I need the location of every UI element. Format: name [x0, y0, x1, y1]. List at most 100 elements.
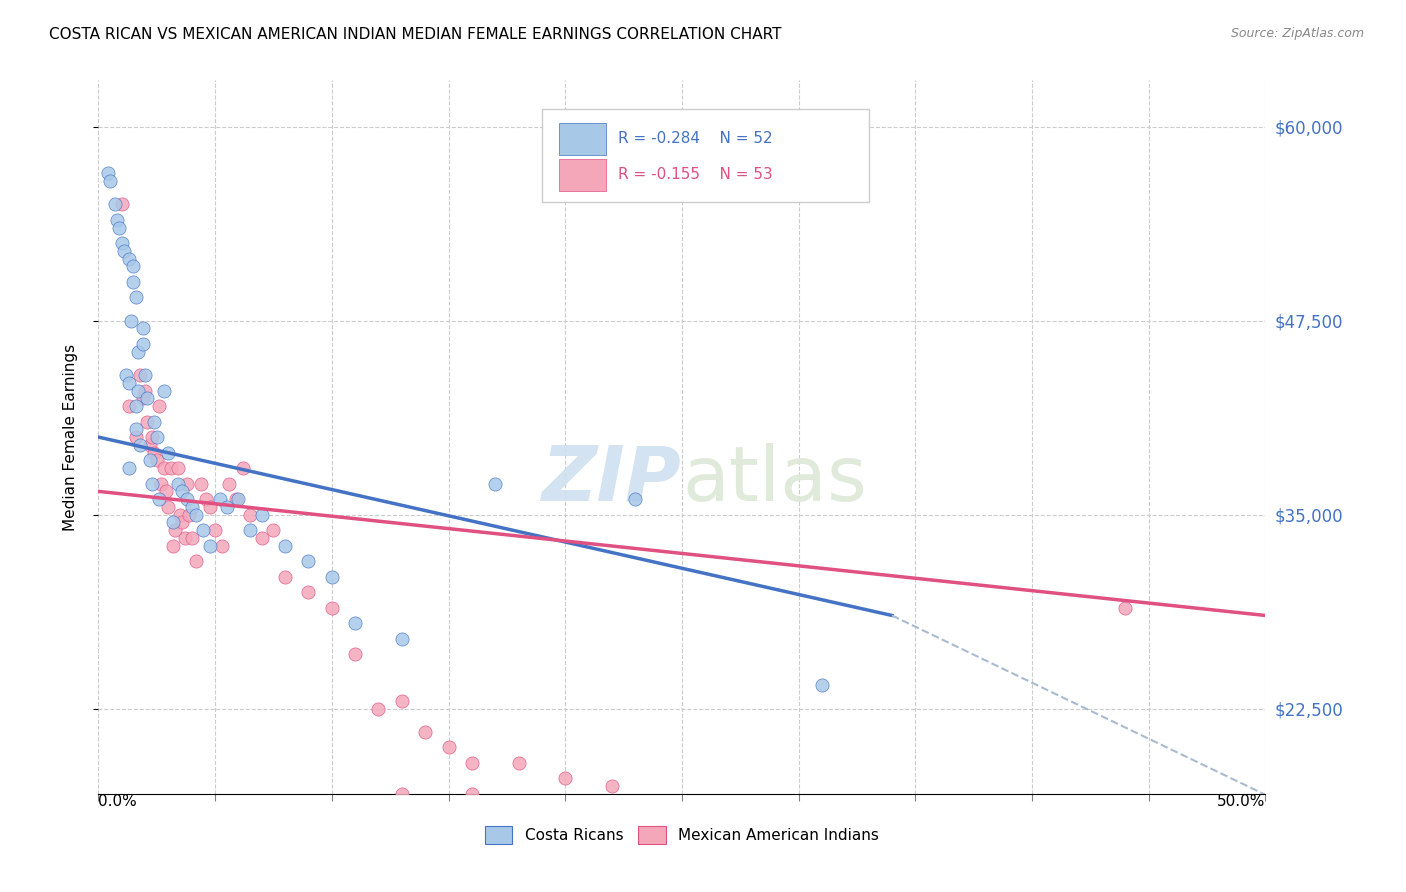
Point	[111, 197, 134, 211]
Point	[111, 236, 134, 251]
Bar	[560, 123, 606, 155]
Point	[172, 484, 194, 499]
Bar	[560, 159, 606, 191]
Point	[321, 600, 343, 615]
Point	[176, 476, 198, 491]
Point	[120, 314, 142, 328]
Text: R = -0.284    N = 52: R = -0.284 N = 52	[617, 131, 772, 146]
Point	[391, 632, 413, 646]
Text: COSTA RICAN VS MEXICAN AMERICAN INDIAN MEDIAN FEMALE EARNINGS CORRELATION CHART: COSTA RICAN VS MEXICAN AMERICAN INDIAN M…	[49, 27, 782, 42]
Point	[157, 445, 180, 459]
Point	[180, 500, 202, 514]
Point	[484, 476, 506, 491]
Text: 0.0%: 0.0%	[98, 794, 138, 809]
Text: ZIP: ZIP	[543, 443, 682, 516]
Text: R = -0.155    N = 53: R = -0.155 N = 53	[617, 167, 772, 182]
Point	[297, 554, 319, 568]
Point	[108, 220, 131, 235]
Point	[208, 492, 231, 507]
Point	[134, 384, 156, 398]
Point	[274, 539, 297, 553]
Point	[118, 376, 141, 390]
Text: Source: ZipAtlas.com: Source: ZipAtlas.com	[1230, 27, 1364, 40]
Point	[262, 523, 284, 537]
FancyBboxPatch shape	[541, 109, 869, 202]
Point	[811, 678, 834, 692]
Point	[250, 531, 273, 545]
Point	[143, 415, 166, 429]
Point	[105, 213, 128, 227]
Point	[141, 430, 163, 444]
Point	[297, 585, 319, 599]
Point	[186, 554, 208, 568]
Point	[461, 787, 484, 801]
Point	[146, 430, 169, 444]
Point	[136, 415, 159, 429]
Point	[437, 740, 460, 755]
Point	[125, 422, 148, 436]
Point	[122, 260, 145, 274]
Point	[1114, 600, 1136, 615]
Y-axis label: Median Female Earnings: Median Female Earnings	[63, 343, 77, 531]
Point	[134, 368, 156, 382]
Point	[250, 508, 273, 522]
Point	[132, 321, 155, 335]
Point	[624, 492, 647, 507]
Point	[155, 484, 177, 499]
Point	[146, 453, 169, 467]
Point	[508, 756, 530, 770]
Point	[554, 772, 576, 786]
Point	[129, 368, 152, 382]
Point	[104, 197, 127, 211]
Point	[162, 539, 184, 553]
Point	[129, 438, 152, 452]
Point	[125, 290, 148, 304]
Point	[143, 445, 166, 459]
Point	[215, 500, 238, 514]
Point	[125, 399, 148, 413]
Point	[148, 492, 170, 507]
Point	[136, 392, 159, 406]
Point	[166, 461, 188, 475]
Point	[274, 570, 297, 584]
Point	[186, 508, 208, 522]
Point	[193, 523, 215, 537]
Point	[139, 438, 162, 452]
Point	[162, 516, 184, 530]
Point	[239, 508, 262, 522]
Point	[118, 399, 141, 413]
Point	[173, 531, 195, 545]
Point	[172, 516, 194, 530]
Point	[321, 570, 343, 584]
Point	[127, 344, 149, 359]
Legend: Costa Ricans, Mexican American Indians: Costa Ricans, Mexican American Indians	[478, 820, 886, 850]
Point	[218, 476, 240, 491]
Point	[98, 174, 121, 188]
Text: atlas: atlas	[682, 443, 866, 516]
Point	[118, 252, 141, 266]
Point	[413, 724, 436, 739]
Point	[232, 461, 254, 475]
Point	[148, 399, 170, 413]
Point	[180, 531, 202, 545]
Point	[152, 384, 174, 398]
Point	[122, 275, 145, 289]
Point	[228, 492, 250, 507]
Point	[150, 476, 173, 491]
Point	[176, 492, 198, 507]
Point	[152, 461, 174, 475]
Point	[97, 166, 120, 180]
Point	[139, 453, 162, 467]
Point	[200, 539, 222, 553]
Point	[194, 492, 217, 507]
Point	[391, 787, 413, 801]
Point	[115, 368, 138, 382]
Point	[461, 756, 484, 770]
Point	[159, 461, 181, 475]
Point	[169, 508, 191, 522]
Point	[344, 647, 367, 661]
Point	[600, 779, 623, 793]
Point	[190, 476, 212, 491]
Point	[127, 384, 149, 398]
Point	[165, 523, 187, 537]
